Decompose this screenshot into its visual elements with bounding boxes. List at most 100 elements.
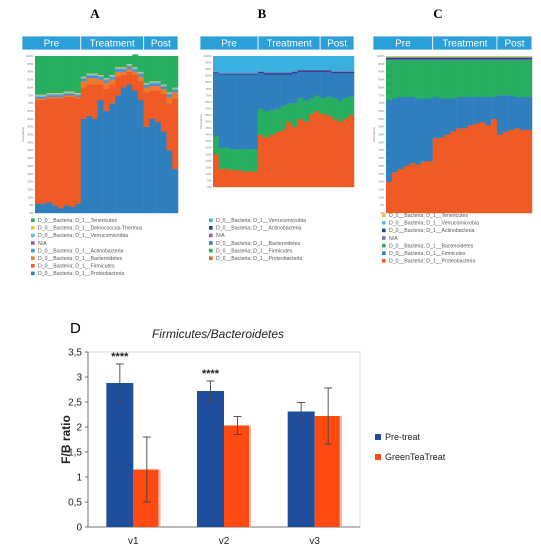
y-tick-label-c: 70%	[378, 101, 384, 105]
bar-segment-c	[526, 96, 533, 130]
bar-segment-a	[103, 56, 110, 79]
bar-segment-c	[450, 98, 457, 132]
bar-segment-a	[86, 73, 93, 75]
bar-segment-b	[308, 69, 315, 71]
bar-segment-c	[409, 59, 416, 98]
bar-segment-a	[35, 97, 41, 99]
y-tick-label-c: 25%	[378, 172, 384, 176]
y-tick-label-c: 60%	[378, 117, 384, 121]
bar-segment-c	[496, 59, 504, 61]
bar-segment-c	[409, 57, 416, 60]
bar-segment-c	[514, 96, 521, 129]
bar-segment-a	[63, 56, 70, 92]
legend-label-a: D_0__Bacteria; D_1__Firmicutes	[38, 264, 115, 270]
bar-segment-a	[143, 85, 150, 88]
bar-segment-b	[320, 69, 327, 71]
bar-segment-c	[415, 56, 422, 57]
bar-segment-c	[508, 59, 515, 61]
bar-segment-a	[109, 56, 116, 76]
bar-segment-a	[69, 56, 76, 92]
legend-label-c: D_0__Bacteria; D_1__Verrucomicrobia	[389, 221, 479, 227]
bar-segment-b	[303, 70, 310, 72]
bar-segment-a	[52, 96, 59, 98]
bar-segment-a	[40, 94, 47, 96]
legend-swatch-a	[31, 218, 35, 222]
bar-segment-c	[467, 125, 474, 214]
panel-label-d: D	[70, 320, 81, 337]
bar-segment-b	[297, 118, 304, 188]
bar-segment-c	[491, 57, 498, 60]
bar-segment-c	[496, 95, 504, 135]
bar-segment-a	[120, 67, 127, 70]
bar-segment-c	[444, 59, 451, 61]
bar-segment-b	[275, 131, 281, 188]
y-tick-label-c: 100%	[377, 54, 385, 58]
bar-segment-a	[75, 203, 82, 214]
y-tick-label-c: 55%	[378, 125, 384, 129]
bar-segment-a	[75, 95, 82, 97]
bar-segment-a	[160, 87, 167, 90]
bar-segment-a	[172, 56, 179, 88]
bar-segment-c	[444, 56, 451, 58]
bar-segment-a	[115, 95, 122, 214]
bar-segment-a	[103, 88, 110, 112]
y-tick-label-a: 95%	[27, 62, 33, 66]
y-tick-label: 1	[76, 473, 82, 484]
bar-segment-b	[280, 56, 287, 73]
bar-segment-b	[246, 74, 253, 150]
bar-segment-b	[280, 73, 287, 75]
bar-segment-a	[155, 83, 162, 85]
bar-segment-c	[456, 96, 463, 129]
bar-segment-c	[508, 56, 515, 58]
bar-segment-c	[391, 172, 398, 214]
bar-segment-a	[86, 115, 93, 214]
y-tick-label-a: 15%	[27, 187, 33, 191]
y-tick-label-c: 45%	[378, 140, 384, 144]
legend-swatch-c	[382, 221, 386, 225]
bar-segment-c	[403, 56, 410, 58]
bar-segment-a	[92, 75, 99, 77]
bar-segment-a	[86, 84, 93, 116]
legend-label-c: D_0__Bacteria; D_1__Firmicutes	[389, 251, 466, 257]
bar-segment-c	[386, 99, 393, 182]
bar-segment-a	[40, 99, 47, 204]
bar-segment-a	[109, 79, 116, 85]
y-tick-label-a: 20%	[27, 180, 33, 184]
y-tick-label-b: 15%	[205, 165, 211, 169]
bar-segment-b	[263, 73, 270, 75]
bar-segment-b	[213, 56, 219, 72]
legend-label-a: D_0__Bacteria; D_1__Tenericutes	[38, 218, 117, 224]
bar-segment-a	[132, 69, 139, 71]
panel-label-a: A	[90, 6, 100, 21]
bar-segment-c	[450, 57, 457, 60]
bar-segment-a	[69, 91, 76, 93]
legend-swatch-b	[209, 248, 213, 253]
bar-segment-b	[213, 73, 219, 137]
bar-segment-a	[160, 93, 167, 132]
legend-label-a: N/A	[38, 241, 47, 247]
bar-segment-c	[426, 161, 433, 214]
bar-segment-b	[342, 97, 349, 120]
y-tick-label: 3	[76, 373, 82, 384]
bar-segment-c	[526, 57, 533, 60]
bar-segment-c	[485, 56, 492, 58]
y-tick-label-c: 85%	[378, 78, 384, 82]
bar-segment-c	[386, 59, 393, 61]
bar-segment-b	[320, 71, 327, 99]
bar-segment-a	[92, 118, 99, 214]
bar-segment-b	[320, 70, 327, 72]
bar-segment-a	[115, 70, 122, 72]
bar-segment-a	[155, 84, 162, 87]
y-tick-label-b: 5%	[207, 178, 212, 182]
bar-segment-c	[473, 123, 480, 214]
bar-segment-b	[218, 73, 225, 75]
y-tick-label-b: 60%	[205, 106, 211, 110]
bar-segment-a	[35, 95, 41, 98]
bar-segment-c	[397, 96, 404, 170]
bar-segment-b	[291, 71, 298, 72]
bar-segment-c	[438, 59, 445, 61]
bar-segment-a	[160, 86, 167, 88]
bar-segment-c	[421, 57, 428, 60]
bar-segment-a	[115, 67, 122, 70]
bar-segment-a	[97, 84, 104, 101]
